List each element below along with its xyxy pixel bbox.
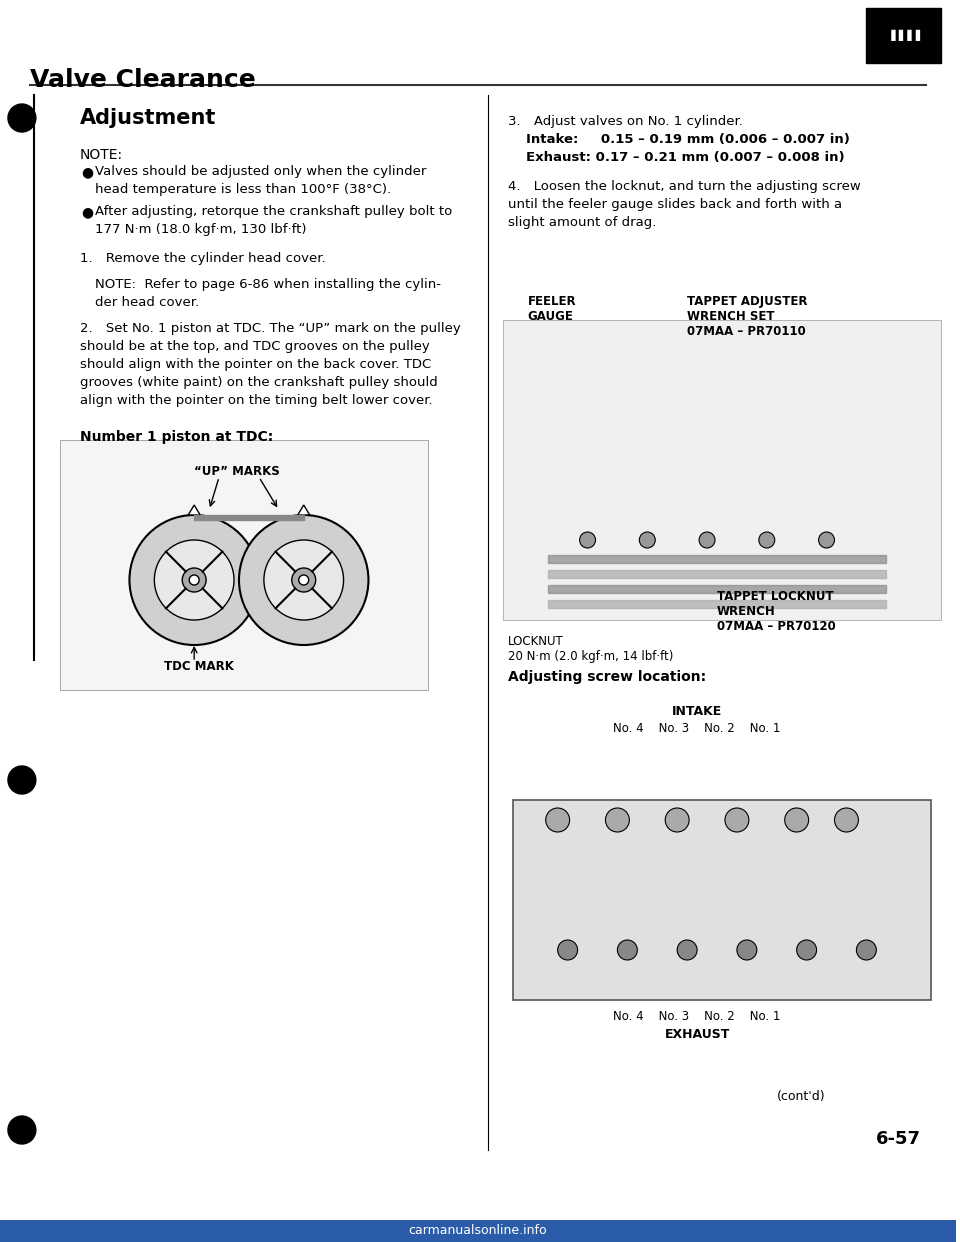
Text: TAPPET ADJUSTER
WRENCH SET
07MAA – PR70110: TAPPET ADJUSTER WRENCH SET 07MAA – PR701… bbox=[687, 296, 807, 338]
Circle shape bbox=[699, 532, 715, 548]
Text: EXHAUST: EXHAUST bbox=[664, 1028, 730, 1041]
Text: LOCKNUT
20 N·m (2.0 kgf·m, 14 lbf·ft): LOCKNUT 20 N·m (2.0 kgf·m, 14 lbf·ft) bbox=[508, 635, 673, 663]
Text: TDC MARK: TDC MARK bbox=[164, 660, 234, 673]
Text: INTAKE: INTAKE bbox=[672, 705, 722, 718]
Circle shape bbox=[155, 540, 234, 620]
Circle shape bbox=[617, 940, 637, 960]
Circle shape bbox=[725, 809, 749, 832]
Text: NOTE:: NOTE: bbox=[80, 148, 123, 161]
Text: ▐▐▐▐: ▐▐▐▐ bbox=[887, 30, 921, 41]
Circle shape bbox=[819, 532, 834, 548]
Circle shape bbox=[856, 940, 876, 960]
Text: ●: ● bbox=[82, 205, 94, 219]
Text: Adjustment: Adjustment bbox=[80, 108, 216, 128]
Bar bbox=[513, 800, 931, 1000]
Text: Valve Clearance: Valve Clearance bbox=[30, 68, 255, 92]
Bar bbox=[60, 440, 428, 691]
Polygon shape bbox=[188, 505, 201, 515]
Text: Valves should be adjusted only when the cylinder
head temperature is less than 1: Valves should be adjusted only when the … bbox=[95, 165, 426, 196]
Text: No. 4    No. 3    No. 2    No. 1: No. 4 No. 3 No. 2 No. 1 bbox=[613, 1010, 780, 1023]
Text: Intake:   0.15 – 0.19 mm (0.006 – 0.007 in): Intake: 0.15 – 0.19 mm (0.006 – 0.007 in… bbox=[526, 133, 850, 147]
Circle shape bbox=[784, 809, 808, 832]
Text: Number 1 piston at TDC:: Number 1 piston at TDC: bbox=[80, 430, 273, 443]
Circle shape bbox=[292, 568, 316, 592]
Text: NOTE:  Refer to page 6-86 when installing the cylin-
der head cover.: NOTE: Refer to page 6-86 when installing… bbox=[95, 278, 441, 309]
Circle shape bbox=[8, 766, 36, 794]
Text: carmanualsonline.info: carmanualsonline.info bbox=[409, 1225, 547, 1237]
Text: 2. Set No. 1 piston at TDC. The “UP” mark on the pulley
should be at the top, an: 2. Set No. 1 piston at TDC. The “UP” mar… bbox=[80, 322, 461, 407]
Circle shape bbox=[182, 568, 206, 592]
Bar bbox=[866, 7, 941, 63]
Circle shape bbox=[239, 515, 369, 645]
Circle shape bbox=[677, 940, 697, 960]
Text: (cont'd): (cont'd) bbox=[777, 1090, 826, 1103]
Text: ●: ● bbox=[82, 165, 94, 179]
Text: After adjusting, retorque the crankshaft pulley bolt to
177 N·m (18.0 kgf·m, 130: After adjusting, retorque the crankshaft… bbox=[95, 205, 452, 236]
Circle shape bbox=[639, 532, 656, 548]
Circle shape bbox=[8, 1117, 36, 1144]
Circle shape bbox=[8, 104, 36, 132]
Text: Exhaust: 0.17 – 0.21 mm (0.007 – 0.008 in): Exhaust: 0.17 – 0.21 mm (0.007 – 0.008 i… bbox=[526, 152, 845, 164]
Circle shape bbox=[665, 809, 689, 832]
Circle shape bbox=[797, 940, 817, 960]
Polygon shape bbox=[298, 505, 310, 515]
Circle shape bbox=[545, 809, 569, 832]
Text: 3. Adjust valves on No. 1 cylinder.: 3. Adjust valves on No. 1 cylinder. bbox=[508, 116, 743, 128]
Text: Adjusting screw location:: Adjusting screw location: bbox=[508, 669, 706, 684]
Circle shape bbox=[606, 809, 630, 832]
Circle shape bbox=[737, 940, 756, 960]
Circle shape bbox=[189, 575, 199, 585]
Circle shape bbox=[558, 940, 578, 960]
Circle shape bbox=[580, 532, 595, 548]
Bar bbox=[503, 320, 941, 620]
Text: TAPPET LOCKNUT
WRENCH
07MAA – PR70120: TAPPET LOCKNUT WRENCH 07MAA – PR70120 bbox=[717, 590, 836, 633]
Circle shape bbox=[758, 532, 775, 548]
Circle shape bbox=[834, 809, 858, 832]
Text: No. 4    No. 3    No. 2    No. 1: No. 4 No. 3 No. 2 No. 1 bbox=[613, 722, 780, 735]
Circle shape bbox=[299, 575, 309, 585]
Text: “UP” MARKS: “UP” MARKS bbox=[194, 465, 280, 478]
Text: 1. Remove the cylinder head cover.: 1. Remove the cylinder head cover. bbox=[80, 252, 325, 265]
Circle shape bbox=[264, 540, 344, 620]
Circle shape bbox=[130, 515, 259, 645]
Bar bbox=[0, 1220, 956, 1242]
Text: 6-57: 6-57 bbox=[876, 1130, 922, 1148]
Text: 4. Loosen the locknut, and turn the adjusting screw
until the feeler gauge slide: 4. Loosen the locknut, and turn the adju… bbox=[508, 180, 860, 229]
Text: FEELER
GAUGE: FEELER GAUGE bbox=[528, 296, 576, 323]
